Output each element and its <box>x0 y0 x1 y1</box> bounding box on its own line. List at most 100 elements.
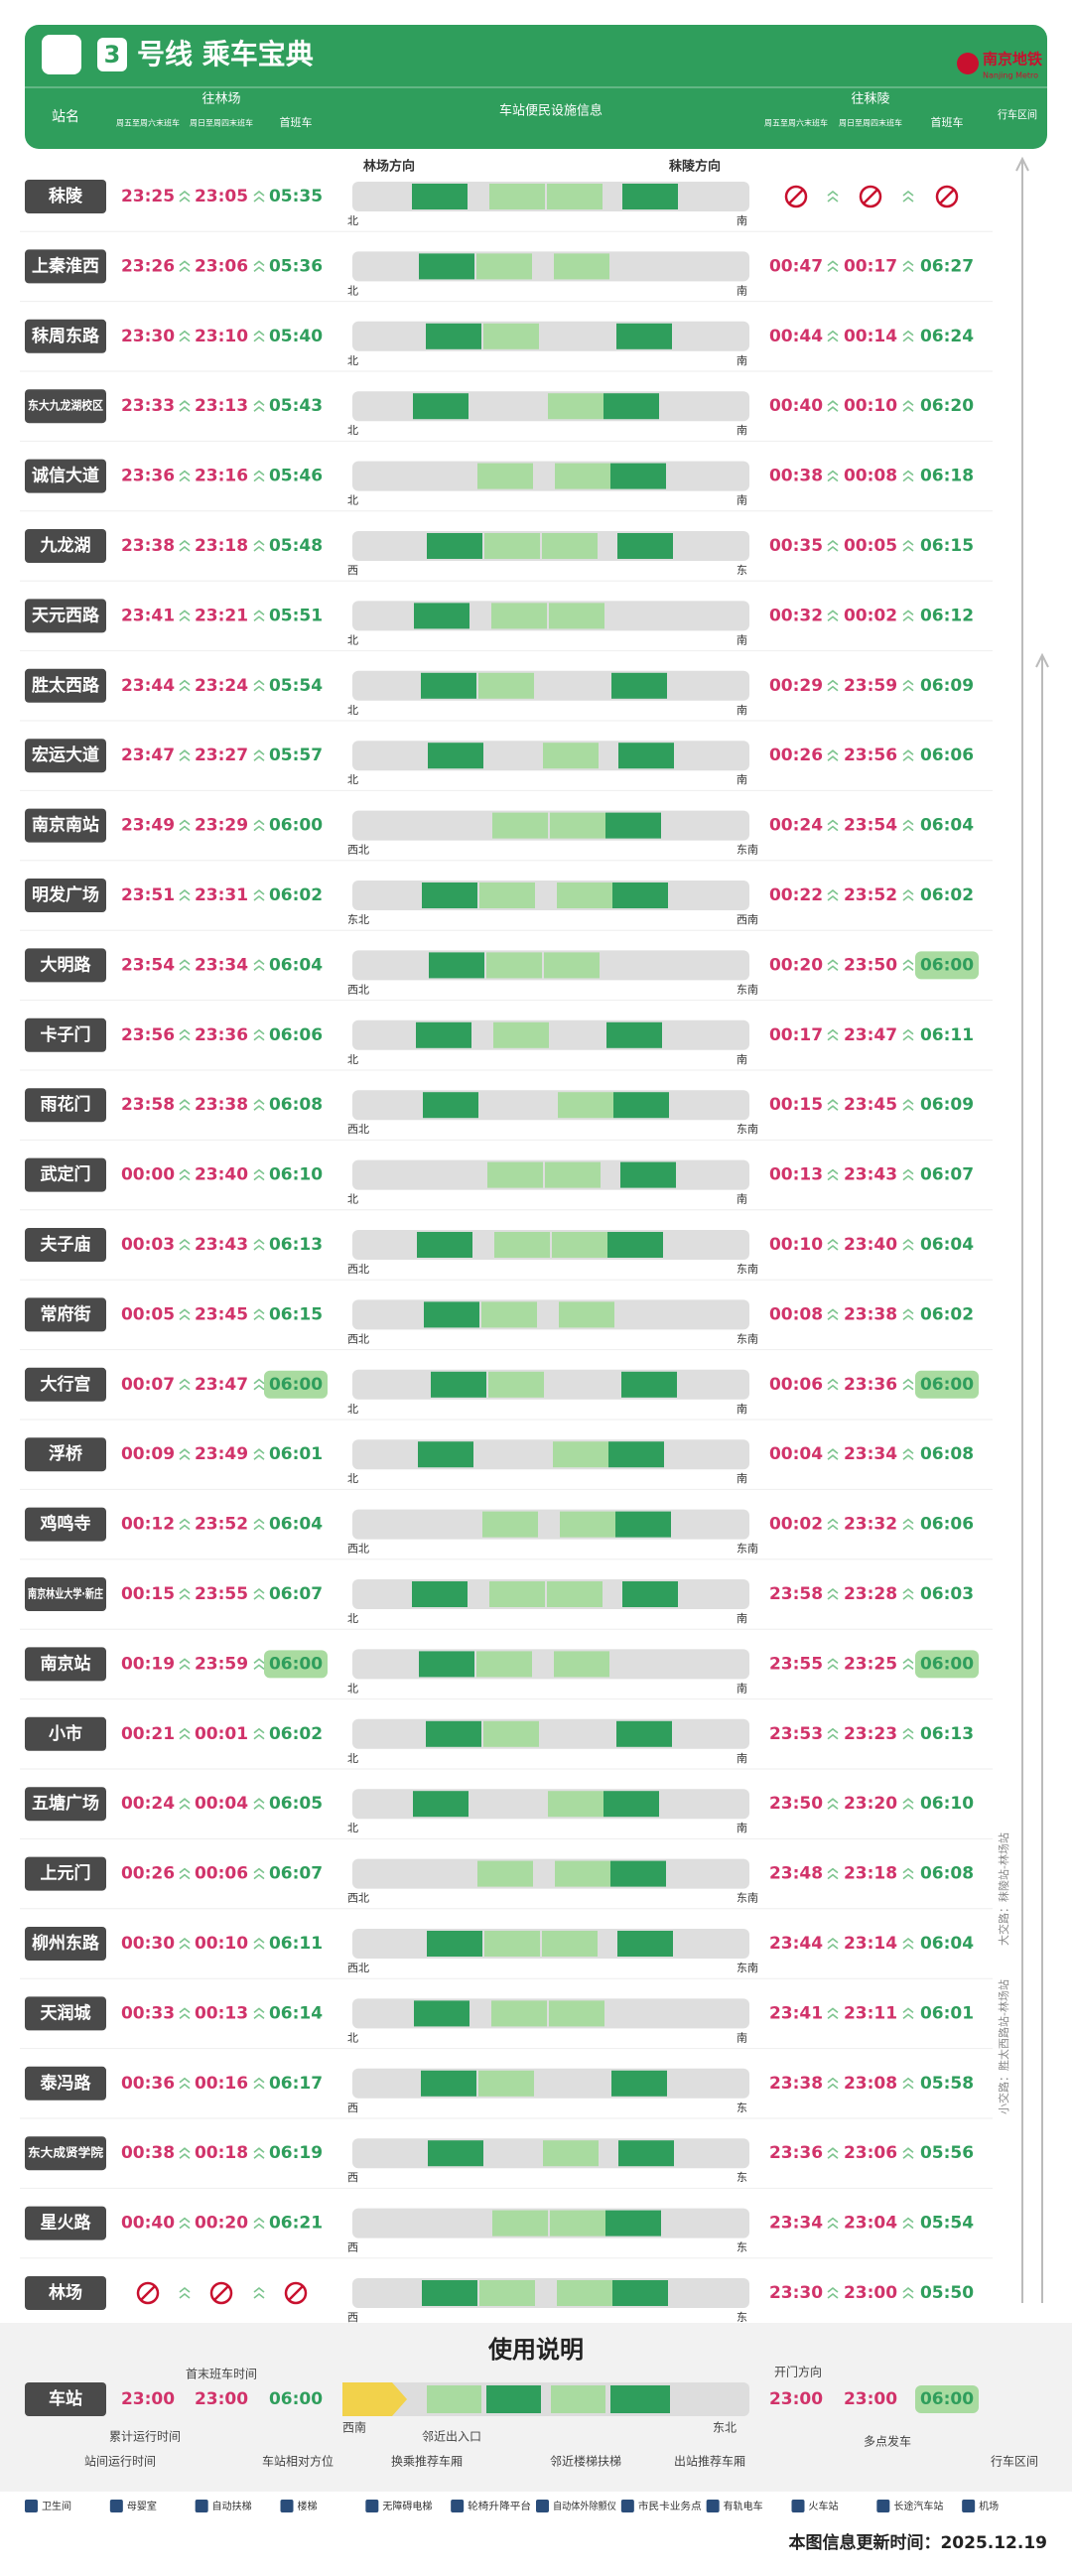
time: 23:36 <box>121 467 175 486</box>
direction-right: 南 <box>737 633 747 646</box>
direction-left: 西北 <box>347 1332 369 1345</box>
facility-block <box>414 603 469 629</box>
time: 05:35 <box>269 187 323 206</box>
time: 23:25 <box>121 187 175 206</box>
station-name: 秣周东路 <box>32 326 100 346</box>
chevron <box>902 2147 914 2159</box>
chevron <box>179 610 191 622</box>
sample-block <box>342 2382 407 2416</box>
facility-block <box>413 393 469 420</box>
facility-block <box>615 1511 671 1538</box>
station-box <box>25 1088 106 1123</box>
no-service-icon <box>136 2281 160 2305</box>
time: 00:18 <box>195 2143 248 2163</box>
chevron <box>827 959 839 972</box>
time: 23:47 <box>121 746 175 765</box>
facility-block <box>492 812 548 839</box>
chevron <box>253 400 265 412</box>
col-fri-sat: 周五至周六末班车 <box>764 118 828 128</box>
facility-block <box>422 2280 477 2306</box>
time: 06:00 <box>920 1654 974 1674</box>
facility-block <box>603 393 659 420</box>
time: 23:18 <box>195 536 248 556</box>
multi-start-box <box>915 951 979 980</box>
direction-right: 东南 <box>737 1543 758 1556</box>
time: 00:04 <box>769 1444 823 1464</box>
time: 23:32 <box>844 1515 897 1535</box>
chevron <box>827 888 839 901</box>
time: 05:51 <box>269 606 323 625</box>
time: 23:56 <box>121 1025 175 1045</box>
usage-note: 行车区间 <box>991 2454 1038 2469</box>
no-service-icon <box>935 185 959 208</box>
station-name: 明发广场 <box>32 884 99 905</box>
chevron <box>902 959 914 972</box>
facility-block <box>547 1581 603 1607</box>
chevron <box>827 190 839 203</box>
time: 06:02 <box>920 885 974 905</box>
station-box <box>25 529 106 563</box>
chevron <box>902 330 914 342</box>
facility-block <box>419 1651 474 1678</box>
chevron <box>253 1448 265 1460</box>
direction-left: 西北 <box>347 844 369 857</box>
facility-block <box>560 1511 615 1538</box>
chevron <box>179 1518 191 1531</box>
time: 23:55 <box>195 1584 248 1604</box>
multi-start-box <box>915 1650 979 1679</box>
chevron <box>179 1168 191 1181</box>
legend-icon <box>109 2500 123 2512</box>
facility-band <box>352 1019 749 1050</box>
facility-block <box>548 1791 603 1818</box>
station-box <box>25 1856 106 1891</box>
legend-icon <box>620 2500 634 2512</box>
direction-right: 南 <box>737 1472 747 1485</box>
facility-block <box>621 1371 677 1398</box>
direction-left: 西北 <box>347 1892 369 1905</box>
chevron <box>902 1518 914 1531</box>
sample-block <box>551 2385 605 2413</box>
station-name: 胜太西路 <box>32 675 100 696</box>
direction-right: 南 <box>737 354 747 367</box>
time: 23:00 <box>844 2283 897 2303</box>
direction-left: 西北 <box>347 1123 369 1136</box>
chevron <box>253 1587 265 1600</box>
facility-block <box>610 1860 666 1887</box>
facility-block <box>544 952 600 979</box>
direction-right: 西南 <box>737 913 758 926</box>
facility-block <box>549 603 604 629</box>
time: 23:28 <box>844 1584 897 1604</box>
direction-left: 北 <box>347 354 358 367</box>
facility-block <box>428 743 483 769</box>
col-to-moling: 往秣陵 <box>851 91 889 107</box>
time: 00:15 <box>121 1584 175 1604</box>
no-service-icon <box>284 2281 308 2305</box>
station-name: 东大九龙湖校区 <box>28 398 103 413</box>
time: 00:10 <box>195 1934 248 1954</box>
time: 06:15 <box>920 536 974 556</box>
time: 23:38 <box>769 2074 823 2094</box>
time: 23:45 <box>844 1095 897 1115</box>
chevron <box>253 330 265 342</box>
chevron <box>827 610 839 622</box>
time: 05:48 <box>269 536 323 556</box>
chevron <box>179 539 191 552</box>
time: 06:08 <box>269 1095 323 1115</box>
direction-left: 北 <box>347 214 358 227</box>
time: 23:41 <box>121 606 175 625</box>
legend-label: 机场 <box>979 2500 999 2512</box>
time: 06:24 <box>920 327 974 346</box>
direction-right: 秣陵方向 <box>669 159 721 175</box>
chevron <box>902 1937 914 1950</box>
time: 06:06 <box>920 1515 974 1535</box>
time: 06:04 <box>920 1934 974 1954</box>
direction-right: 南 <box>737 1053 747 1066</box>
time: 06:00 <box>269 816 323 836</box>
facility-block <box>412 1581 468 1607</box>
legend-label: 楼梯 <box>298 2500 318 2512</box>
facility-block <box>484 1931 540 1957</box>
chevron <box>253 1727 265 1740</box>
time: 06:02 <box>920 1304 974 1324</box>
station-name: 鸡鸣寺 <box>40 1514 91 1535</box>
station-box <box>25 739 106 773</box>
